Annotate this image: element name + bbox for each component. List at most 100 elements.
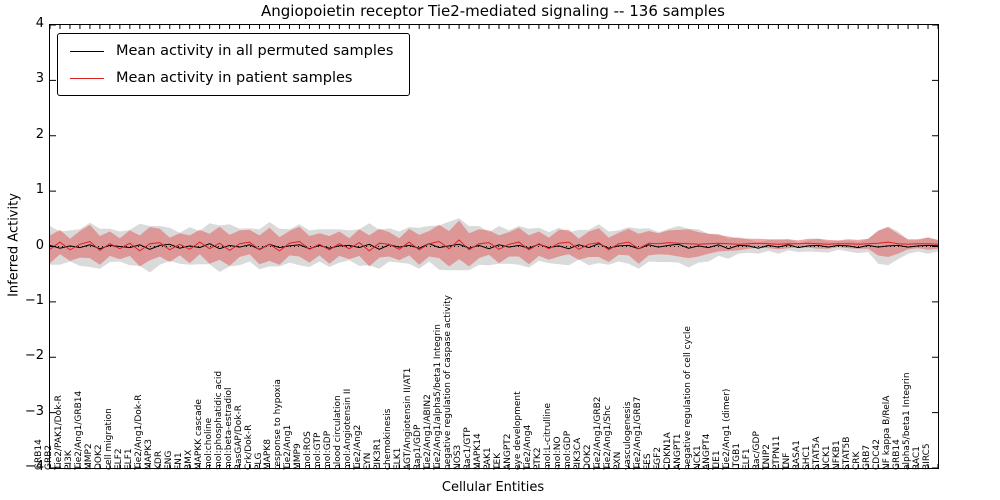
x-tick-label: PTK2 [532,447,543,470]
plot-canvas [50,25,938,468]
x-tick-label: FYN [363,452,374,470]
patient-mean-line [50,239,938,252]
x-tick-label: MAPKK cascade [193,399,204,470]
x-tick-label: FN1 [173,452,184,470]
x-tick-label: NFKB1 [832,440,843,470]
x-tick-label: mol:ROS [303,431,314,470]
x-tick-label: ANGPT2 [502,433,513,470]
x-tick-label: response to hypoxia [273,379,284,470]
x-tick-label: ELK1 [393,447,404,470]
chart-title: Angiopoietin receptor Tie2-mediated sign… [261,2,725,20]
x-tick-label: mol:Angiotensin II [343,388,354,470]
x-tick-label: Tie2/Ang2 [353,424,364,470]
x-tick-label: BMX [183,449,194,470]
x-tick-label: Rac1/GTP [463,427,474,470]
x-tick-label: blood circulation [333,395,344,470]
x-tick-label: GRB14 [892,439,903,470]
x-tick-label: TEK [492,452,503,470]
x-tick-label: RasGAP/Dok-R [233,405,244,470]
x-tick-label: PI3K [63,450,74,470]
y-tick-label: −1 [24,292,44,308]
permuted-mean-line [50,243,938,250]
y-tick-label: 4 [35,16,44,31]
x-tick-label: mol:NO [552,436,563,470]
x-tick-label: cell migration [103,408,114,470]
x-tick-label: RAC1 [912,446,923,470]
y-tick-label: −2 [24,348,44,364]
x-tick-label: Rap1/GDP [413,424,424,470]
patient-band [50,220,938,267]
x-tick-label: GRB7 [862,444,873,470]
x-tick-label: Tie2/Ang1/GRB2 [592,396,603,470]
x-tick-label: Tie2/Ang1 [283,424,294,470]
x-tick-label: NOS3 [453,444,464,470]
x-tick-label: mol:GTP [313,432,324,470]
x-tick-label: MMP2 [83,443,94,470]
x-tick-label: mol:beta-estradiol [223,387,234,470]
x-tick-label: BIRC5 [922,443,932,470]
x-tick-label: TNF [782,452,793,470]
x-tick-label: KDR [153,450,164,470]
x-tick-label: PAK1 [482,447,493,470]
x-tick-label: negative regulation of caspase activity [443,295,454,470]
x-tick-label: ELF1 [123,448,134,470]
x-tick-label: Tie2/Ang1/Dok-R [133,394,144,471]
x-tick-label: ANGPT1 [672,433,683,470]
legend-entry-permuted: Mean activity in all permuted samples [70,43,393,59]
x-tick-label: MAPK14 [473,433,483,470]
x-tick-label: Crk/Dok-R [243,424,254,470]
x-tick-label: GRB14 [34,439,44,470]
x-tick-label: Tie2/Ang1/alpha5/beta1 Integrin [433,324,444,470]
x-tick-label: mol:choline [203,417,214,470]
x-tick-label: alpha5/beta1 Integrin [902,372,913,470]
x-tick-label: FES [642,453,653,470]
x-tick-label: eye development [512,391,523,470]
x-tick-label: ITGB1 [732,442,743,470]
x-tick-label: Rac/GDP [752,431,763,470]
x-tick-label: AGT/Angiotensin II/AT1 [403,367,414,470]
x-tick-label: Tie2/Ang1 (dimer) [722,388,733,470]
plot-area [49,24,939,469]
x-tick-label: SHC1 [802,445,813,471]
legend-label-permuted: Mean activity in all permuted samples [116,43,394,59]
x-tick-label: chemokinesis [383,408,394,470]
x-tick-label: ELF2 [113,448,124,470]
x-tick-label: mol:GDP [562,430,573,470]
x-axis-label: Cellular Entities [441,480,545,495]
legend-box: Mean activity in all permuted samples Me… [57,33,411,96]
x-tick-label: PLG [253,452,264,470]
x-tick-label: DOK2 [93,444,104,470]
x-tick-label: GRB2 [43,444,54,470]
y-tick-label: 0 [35,237,44,253]
legend-entry-patient: Mean activity in patient samples [70,70,393,86]
x-tick-label: PXN [612,451,623,470]
legend-label-patient: Mean activity in patient samples [116,70,353,86]
x-tick-label: TIE1 [712,450,723,470]
x-tick-label: TNIP2 [762,443,773,470]
x-tick-label: NCK1 [822,445,833,470]
x-tick-label: Tie2/Ang1/GRB14 [73,390,84,470]
x-tick-label: DOK2 [582,444,593,470]
patient-line-swatch [70,77,104,79]
x-tick-label: mol:phosphatidic acid [213,370,224,470]
x-tick-label: mol:L-citrulline [542,402,553,470]
x-tick-label: vasculogenesis [622,401,633,470]
x-tick-label: PIK3R1 [373,438,384,470]
x-tick-label: STAT5A [812,436,823,470]
y-tick-label: −3 [24,403,44,419]
x-tick-label: ELF1 [742,448,753,470]
x-tick-label: MAPK3 [143,439,154,470]
x-tick-label: negative regulation of cell cycle [682,326,693,470]
x-tick-label: PIK3CA [572,437,583,470]
x-tick-label: PTPN11 [772,435,783,470]
x-tick-label: CDKN1A [662,432,673,470]
y-tick-label: 3 [35,71,44,87]
x-tick-label: CRK [852,451,863,470]
x-tick-label: Tie2/Ang1/GRB7 [632,396,643,470]
x-tick-label: Tie2/PAK1/Dok-R [53,395,64,470]
x-tick-label: Tie2/Ang1/ABIN2 [423,394,434,470]
x-tick-label: Tie2/Ang1/Shc [602,405,613,470]
x-tick-label: RASA1 [792,440,803,470]
y-tick-label: 2 [35,126,44,142]
